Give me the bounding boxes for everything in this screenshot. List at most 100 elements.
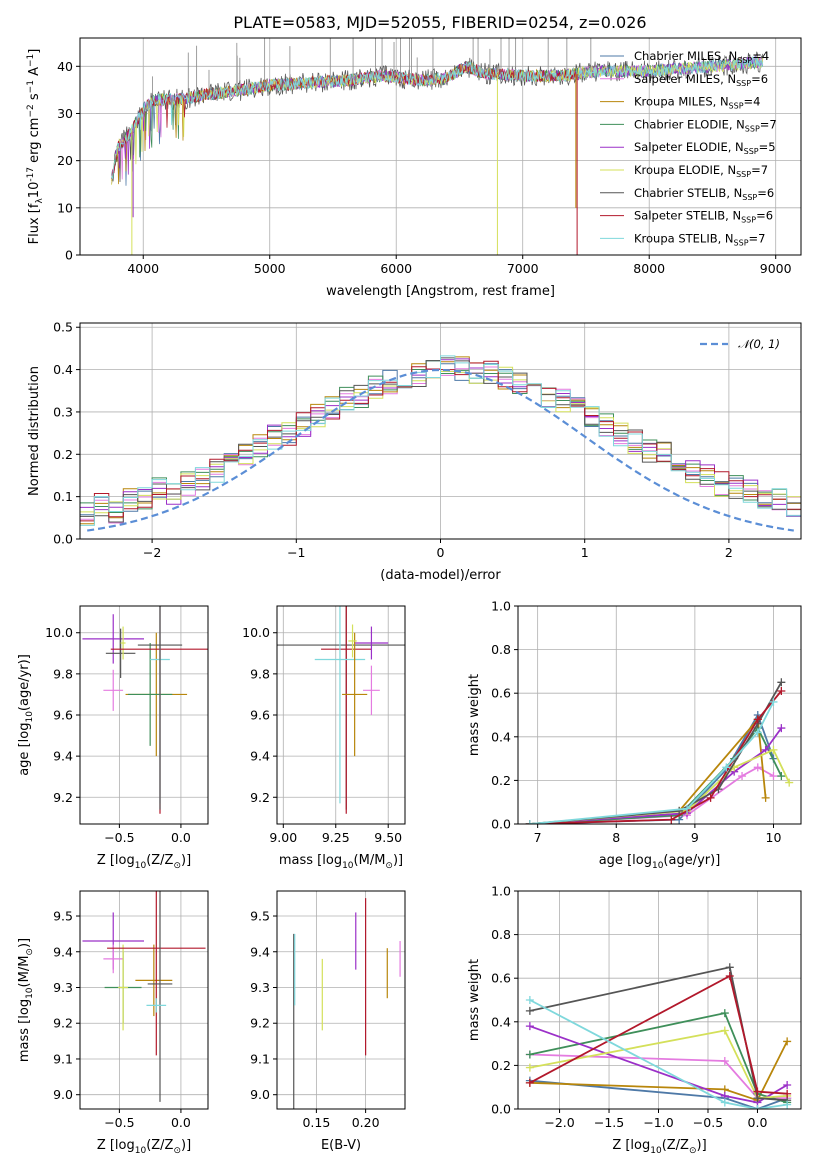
residuals-plot-area — [80, 355, 801, 532]
y-tick-label: 9.3 — [53, 980, 73, 995]
x-tick-label: 0.0 — [171, 830, 191, 845]
mass-vs-Z-y-axis-label: mass [log10​(M/M⊙​)] — [17, 938, 35, 1062]
mass-vs-EBV-x-axis-label: E(B-V) — [321, 1138, 361, 1153]
y-tick-label: 10.0 — [45, 625, 73, 640]
mass-weight-line-8 — [529, 999, 788, 1109]
residual-histogram-1 — [80, 366, 801, 524]
mass-weight-marker — [683, 804, 692, 813]
figure-title: PLATE=0583, MJD=52055, FIBERID=0254, z=0… — [233, 13, 646, 32]
y-tick-label: 40 — [57, 59, 73, 74]
x-tick-label: 0 — [437, 545, 445, 560]
mass-weight-marker — [785, 778, 794, 787]
y-tick-label: 0.4 — [491, 729, 511, 744]
y-tick-label: 0.6 — [491, 971, 511, 986]
x-tick-label: −0.5 — [104, 1115, 134, 1130]
residual-histogram-5 — [80, 366, 801, 514]
age-vs-Z-frame — [79, 605, 209, 825]
mass-weight-marker — [753, 1105, 762, 1109]
spectrum-line-8 — [111, 55, 764, 180]
x-tick-label: 8000 — [633, 261, 665, 276]
y-tick-label: 0.6 — [491, 686, 511, 701]
y-tick-label: 9.2 — [250, 1016, 270, 1031]
mass-weight-marker — [753, 728, 762, 737]
y-tick-label: 10.0 — [242, 625, 270, 640]
x-tick-label: −0.5 — [693, 1115, 723, 1130]
mass-weight-marker — [720, 1098, 729, 1107]
mass-weight-marker — [777, 772, 786, 781]
residual-histogram-8 — [80, 355, 801, 526]
x-tick-label: 9 — [691, 830, 699, 845]
y-tick-label: 1.0 — [491, 599, 511, 614]
residuals-frame — [79, 322, 802, 540]
age-vs-mass-frame — [276, 605, 406, 825]
mass-weight-line-5 — [529, 1029, 788, 1100]
x-tick-label: 7000 — [507, 261, 539, 276]
massweight-vs-Z-y-axis-label: mass weight — [467, 959, 482, 1041]
massweight-vs-age-plot-area — [525, 678, 794, 824]
y-tick-label: 0.8 — [491, 927, 511, 942]
mass-weight-marker — [525, 1050, 534, 1059]
y-tick-label: 9.8 — [53, 666, 73, 681]
mass-weight-marker — [783, 1037, 792, 1046]
y-tick-label: 0.1 — [53, 489, 73, 504]
y-tick-label: 9.5 — [250, 909, 270, 924]
y-tick-label: 0.2 — [53, 447, 73, 462]
mass-weight-marker — [675, 806, 684, 815]
legend-label: Salpeter STELIB, NSSP=6 — [634, 209, 773, 225]
mass-weight-marker — [525, 820, 534, 824]
y-tick-label: 9.0 — [53, 1087, 73, 1102]
residuals-x-axis-label: (data-model)/error — [380, 568, 501, 583]
legend-label: Chabrier MILES, NSSP=4 — [634, 49, 769, 65]
mass-weight-marker — [783, 1100, 792, 1109]
y-tick-label: 0.0 — [53, 532, 73, 547]
x-tick-label: −2 — [143, 545, 161, 560]
mass-weight-marker — [753, 1087, 762, 1096]
x-tick-label: 0.0 — [748, 1115, 768, 1130]
y-tick-label: 9.0 — [250, 1087, 270, 1102]
massweight-vs-Z-plot-area — [525, 963, 792, 1109]
mass-weight-marker — [761, 793, 770, 802]
massweight-vs-age-x-axis-label: age [log10​(age/yr)] — [599, 853, 721, 871]
mass-weight-marker — [525, 1078, 534, 1087]
mass-weight-marker — [720, 1057, 729, 1066]
x-tick-label: −2.0 — [544, 1115, 574, 1130]
x-tick-label: 2 — [725, 545, 733, 560]
y-tick-label: 0.3 — [53, 404, 73, 419]
residuals-y-axis-label: Normed distribution — [27, 366, 42, 496]
legend-label: Chabrier ELODIE, NSSP=7 — [634, 117, 777, 133]
y-tick-label: 0.2 — [491, 773, 511, 788]
y-tick-label: 9.2 — [53, 1016, 73, 1031]
mass-weight-line-2 — [529, 1040, 788, 1102]
spectrum-axes: 4000 5000 6000 7000 8000 9000 0 10 20 30 40 wavelen… — [26, 37, 802, 299]
mass-weight-marker — [777, 678, 786, 687]
y-tick-label: 9.2 — [53, 790, 73, 805]
mass-weight-line-7 — [529, 690, 782, 824]
mass-weight-marker — [720, 1026, 729, 1035]
x-tick-label: 9.00 — [269, 830, 297, 845]
mass-weight-marker — [725, 963, 734, 972]
mass-weight-marker — [777, 724, 786, 733]
x-tick-label: −1 — [287, 545, 305, 560]
massweight-vs-Z-x-axis-label: Z [log10​(Z/Z⊙​)] — [612, 1138, 706, 1156]
x-tick-label: −1.0 — [643, 1115, 673, 1130]
y-tick-label: 10 — [57, 200, 73, 215]
y-tick-label: 9.6 — [53, 708, 73, 723]
massweight-vs-Z-frame — [517, 890, 802, 1110]
mass-weight-marker — [525, 996, 534, 1004]
mass-weight-line-8 — [529, 701, 775, 824]
y-tick-label: 9.3 — [250, 980, 270, 995]
mass-weight-marker — [738, 772, 747, 781]
massweight-vs-age-axes: 7 8 9 10 0.0 0.2 0.4 0.6 0.8 1.0 age [log10​(age/y… — [467, 599, 802, 871]
mass-vs-Z-x-axis-label: Z [log10​(Z/Z⊙​)] — [97, 1138, 191, 1156]
legend-label: Chabrier STELIB, NSSP=6 — [634, 186, 774, 202]
y-tick-label: 9.4 — [250, 944, 270, 959]
age-vs-Z-axes: −0.5 0.0 9.2 9.4 9.6 9.8 10.0 Z [log10​(Z/Z⊙​)]… — [17, 605, 209, 871]
y-tick-label: 9.2 — [250, 790, 270, 805]
age-vs-Z-x-axis-label: Z [log10​(Z/Z⊙​)] — [97, 853, 191, 871]
legend-label: Kroupa STELIB, NSSP=7 — [634, 231, 765, 247]
y-tick-label: 9.4 — [250, 749, 270, 764]
mass-weight-line-4 — [529, 1025, 788, 1104]
mass-weight-marker — [667, 815, 676, 824]
age-vs-Z-y-axis-label: age [log10​(age/yr)] — [17, 654, 35, 776]
residual-histogram-2 — [80, 356, 801, 525]
